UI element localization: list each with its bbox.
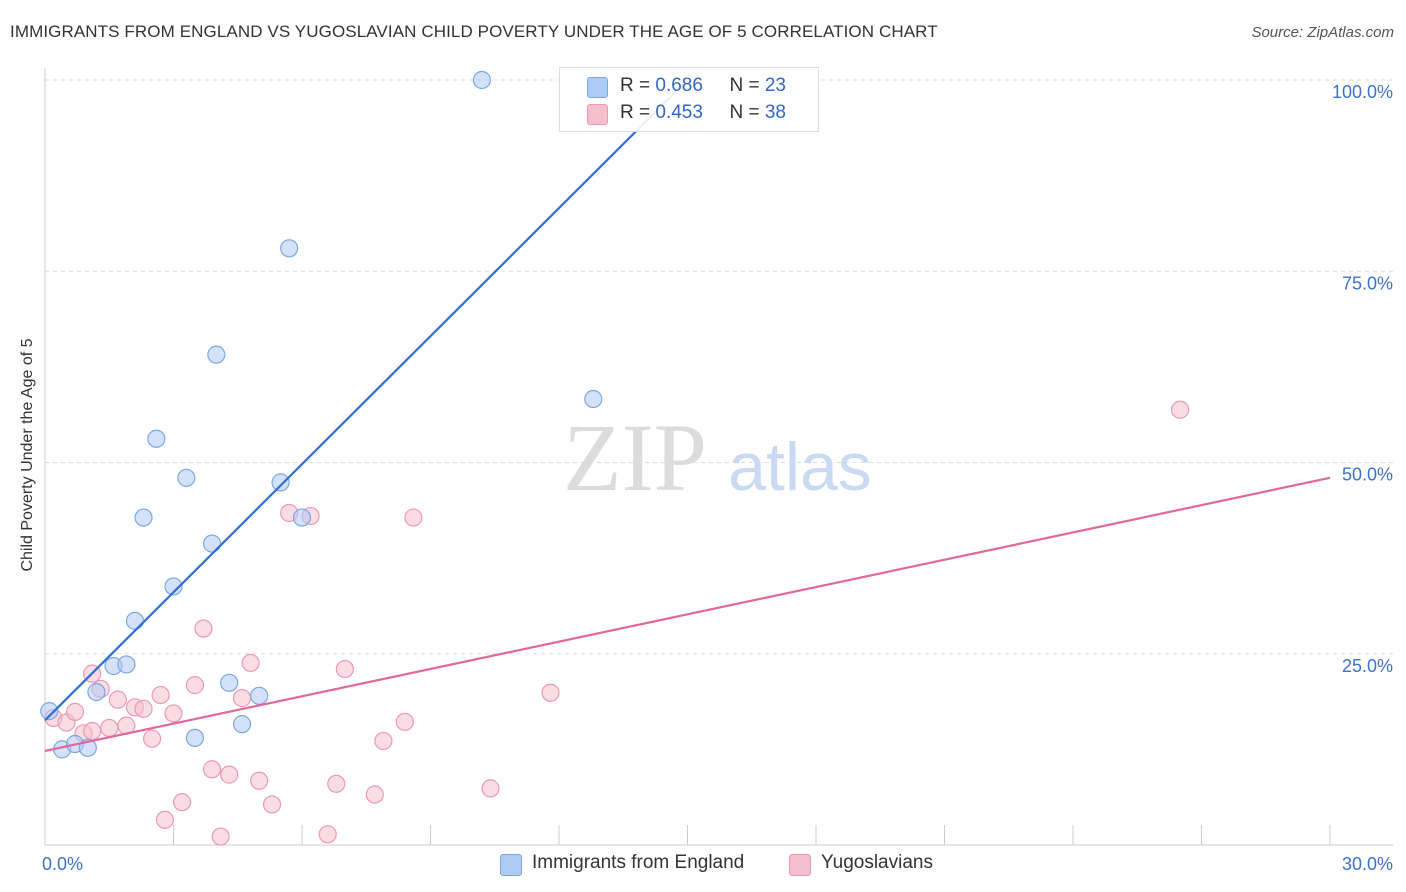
legend-swatch-england bbox=[587, 77, 608, 98]
yugoslavians-point bbox=[395, 712, 414, 731]
england-point bbox=[134, 508, 153, 527]
source-label: Source: ZipAtlas.com bbox=[1251, 24, 1394, 41]
yugoslavians-point bbox=[250, 771, 269, 790]
legend-row-england: R = 0.686 N = 23 bbox=[620, 75, 786, 97]
england-point bbox=[280, 239, 299, 258]
bottom-legend-swatch-england bbox=[500, 854, 522, 876]
england-point bbox=[292, 508, 312, 527]
england-point bbox=[207, 345, 226, 364]
england-point bbox=[177, 468, 196, 487]
yugoslavians-point bbox=[100, 718, 119, 738]
legend-row-yugoslavians: R = 0.453 N = 38 bbox=[620, 102, 786, 124]
yugoslavians-point bbox=[220, 765, 239, 784]
yugoslavians-point bbox=[151, 685, 170, 705]
yugoslavians-point bbox=[327, 774, 346, 793]
legend-swatch-yugoslavians bbox=[587, 104, 608, 125]
yugoslavians-point bbox=[134, 699, 153, 718]
axes bbox=[44, 68, 1393, 846]
legend-n-label: N = bbox=[729, 75, 765, 96]
england-point bbox=[87, 682, 106, 702]
yugoslavians-point bbox=[172, 793, 192, 812]
legend-r-label: R = bbox=[620, 75, 656, 96]
yugoslavians-point bbox=[83, 721, 102, 741]
legend-r-value: 0.686 bbox=[655, 75, 703, 96]
yugoslavians-point bbox=[155, 810, 175, 829]
legend-n-value: 23 bbox=[764, 75, 786, 96]
chart-title: IMMIGRANTS FROM ENGLAND VS YUGOSLAVIAN C… bbox=[10, 22, 938, 41]
x-tick-label: 30.0% bbox=[1342, 854, 1393, 874]
yugoslavians-point bbox=[164, 704, 183, 723]
england-point bbox=[271, 473, 290, 492]
correlation-legend: R = 0.686 N = 23 R = 0.453 N = 38 bbox=[559, 67, 819, 132]
england-point bbox=[40, 702, 59, 721]
england-point bbox=[185, 728, 205, 748]
yugoslavians-point bbox=[1170, 400, 1190, 419]
yugoslavians-point bbox=[404, 508, 423, 527]
watermark-zip: ZIP bbox=[563, 404, 707, 511]
england-point bbox=[147, 429, 166, 448]
y-tick-label: 100.0% bbox=[1332, 82, 1393, 102]
x-tick-label: 0.0% bbox=[42, 854, 83, 874]
england-point bbox=[220, 673, 239, 692]
yugoslavians-point bbox=[241, 653, 260, 673]
bottom-legend-england: Immigrants from England bbox=[532, 852, 745, 873]
england-point bbox=[250, 686, 269, 705]
yugoslavians-point bbox=[185, 676, 205, 695]
yugoslavians-point bbox=[232, 689, 252, 708]
yugoslavians-point bbox=[541, 683, 560, 702]
england-points bbox=[40, 70, 603, 759]
yugoslavians-point bbox=[335, 659, 354, 679]
yugoslavians-point bbox=[65, 702, 85, 721]
england-point bbox=[117, 655, 136, 674]
legend-r-label: R = bbox=[620, 102, 656, 123]
tick-labels: 25.0% 50.0% 75.0% 100.0% 0.0% 30.0% bbox=[42, 82, 1393, 874]
watermark-atlas: atlas bbox=[728, 429, 872, 505]
yugoslavians-point bbox=[142, 729, 162, 748]
y-tick-label: 50.0% bbox=[1342, 465, 1393, 485]
legend-n-value: 38 bbox=[764, 102, 786, 123]
yugoslavians-point bbox=[374, 731, 393, 751]
england-trendline bbox=[44, 79, 689, 722]
trendlines bbox=[44, 79, 1331, 752]
england-point bbox=[472, 70, 491, 90]
england-point bbox=[202, 534, 222, 553]
gridlines bbox=[45, 79, 1393, 655]
legend-n-label: N = bbox=[729, 102, 765, 123]
yugoslavians-point bbox=[262, 795, 282, 814]
y-tick-label: 75.0% bbox=[1342, 273, 1393, 293]
yugoslavians-point bbox=[108, 690, 127, 709]
england-point bbox=[125, 611, 145, 630]
yugoslavians-trendline bbox=[44, 476, 1331, 752]
y-tick-label: 25.0% bbox=[1342, 656, 1393, 676]
yugoslavians-point bbox=[318, 825, 337, 844]
bottom-legend-swatch-yugoslavians bbox=[789, 854, 811, 876]
yugoslavians-point bbox=[365, 785, 384, 804]
yugoslavians-point bbox=[211, 827, 230, 846]
bottom-legend-yugoslavians: Yugoslavians bbox=[821, 852, 933, 873]
england-point bbox=[232, 715, 252, 734]
yugoslavians-point bbox=[194, 619, 213, 638]
england-point bbox=[164, 577, 183, 596]
england-point bbox=[584, 389, 603, 409]
yugoslavians-point bbox=[481, 779, 500, 798]
yugoslavians-point bbox=[202, 760, 222, 779]
legend-r-value: 0.453 bbox=[655, 102, 703, 123]
